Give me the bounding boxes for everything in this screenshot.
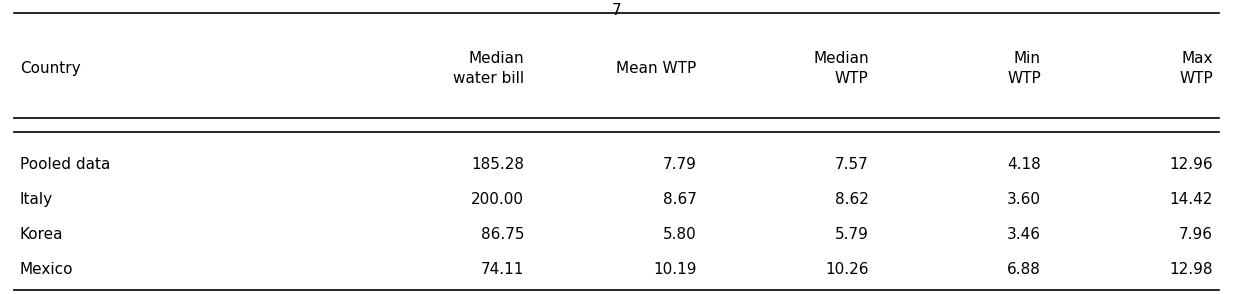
Text: 14.42: 14.42 [1170, 192, 1213, 207]
Text: Pooled data: Pooled data [20, 157, 110, 172]
Text: 185.28: 185.28 [471, 157, 524, 172]
Text: 4.18: 4.18 [1007, 157, 1041, 172]
Text: 7.79: 7.79 [662, 157, 697, 172]
Text: 3.46: 3.46 [1007, 227, 1041, 242]
Text: 7.96: 7.96 [1179, 227, 1213, 242]
Text: Min
WTP: Min WTP [1007, 51, 1041, 86]
Text: Mexico: Mexico [20, 262, 73, 277]
Text: 8.67: 8.67 [662, 192, 697, 207]
Text: 86.75: 86.75 [481, 227, 524, 242]
Text: 7.57: 7.57 [835, 157, 869, 172]
Text: Country: Country [20, 61, 80, 76]
Text: Median
WTP: Median WTP [813, 51, 869, 86]
Text: Median
water bill: Median water bill [453, 51, 524, 86]
Text: 8.62: 8.62 [835, 192, 869, 207]
Text: 12.98: 12.98 [1170, 262, 1213, 277]
Text: 5.80: 5.80 [662, 227, 697, 242]
Text: 12.96: 12.96 [1170, 157, 1213, 172]
Text: 5.79: 5.79 [835, 227, 869, 242]
Text: Korea: Korea [20, 227, 63, 242]
Text: Mean WTP: Mean WTP [616, 61, 697, 76]
Text: 10.19: 10.19 [653, 262, 697, 277]
Text: 200.00: 200.00 [471, 192, 524, 207]
Text: Italy: Italy [20, 192, 53, 207]
Text: 74.11: 74.11 [481, 262, 524, 277]
Text: 3.60: 3.60 [1007, 192, 1041, 207]
Text: 7: 7 [612, 3, 621, 18]
Text: 10.26: 10.26 [825, 262, 869, 277]
Text: Max
WTP: Max WTP [1180, 51, 1213, 86]
Text: 6.88: 6.88 [1007, 262, 1041, 277]
